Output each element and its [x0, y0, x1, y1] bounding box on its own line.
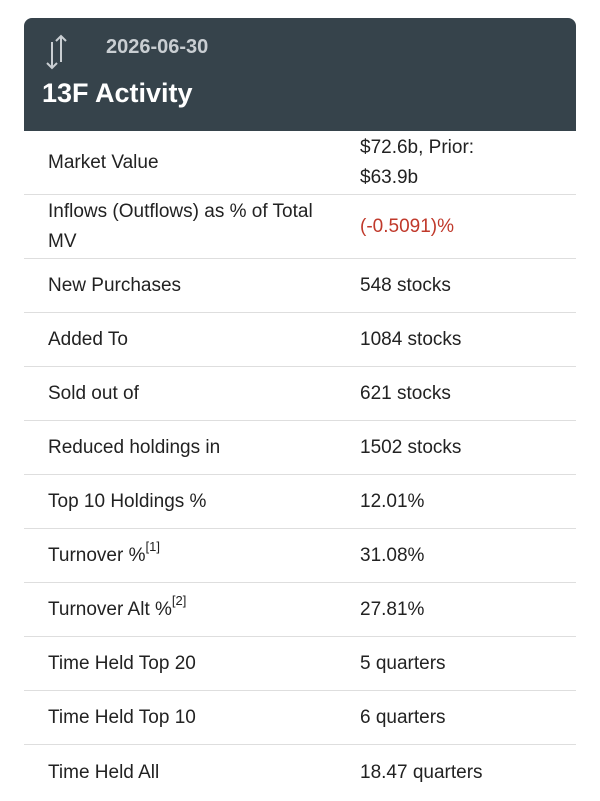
sort-icon: [46, 34, 67, 70]
activity-card: 2026-06-30 13F Activity Market Value $72.…: [24, 18, 576, 801]
row-label-cell: Added To: [24, 325, 360, 355]
row-label-cell: Turnover %[1]: [24, 539, 360, 571]
table-row: New Purchases 548 stocks: [24, 259, 576, 313]
row-label: Inflows (Outflows) as % of Total MV: [48, 200, 313, 252]
row-label: Time Held Top 10: [48, 706, 196, 728]
row-label-cell: Time Held All: [24, 758, 360, 788]
row-label-cell: Market Value: [24, 148, 360, 178]
row-label-cell: Top 10 Holdings %: [24, 487, 360, 517]
footnote-ref: [2]: [171, 593, 187, 609]
table-row: Added To 1084 stocks: [24, 313, 576, 367]
row-label-cell: Time Held Top 20: [24, 649, 360, 679]
table-row: Turnover Alt %[2] 27.81%: [24, 583, 576, 637]
table-row: Inflows (Outflows) as % of Total MV (-0.5…: [24, 195, 576, 259]
table-row: Sold out of 621 stocks: [24, 367, 576, 421]
table-row: Time Held Top 10 6 quarters: [24, 691, 576, 745]
row-label-cell: Turnover Alt %[2]: [24, 593, 360, 625]
row-value: 6 quarters: [360, 706, 446, 728]
row-value: 1502 stocks: [360, 436, 462, 458]
row-label: Time Held Top 20: [48, 652, 196, 674]
report-date: 2026-06-30: [106, 36, 209, 58]
row-label: Turnover Alt %: [48, 598, 172, 620]
row-value: 27.81%: [360, 598, 425, 620]
row-value: 5 quarters: [360, 652, 446, 674]
row-label-cell: Inflows (Outflows) as % of Total MV: [24, 197, 360, 257]
footnote-ref: [1]: [145, 539, 160, 555]
table-row: Reduced holdings in 1502 stocks: [24, 421, 576, 475]
card-title: 13F Activity: [42, 78, 193, 108]
row-label: Top 10 Holdings %: [48, 490, 207, 512]
row-value: 12.01%: [360, 490, 425, 512]
row-value: 548 stocks: [360, 274, 451, 296]
row-value: 31.08%: [360, 544, 425, 566]
row-value: 18.47 quarters: [360, 762, 483, 783]
card-header: 2026-06-30 13F Activity: [24, 18, 576, 131]
row-label-cell: Reduced holdings in: [24, 433, 360, 463]
table-row: Time Held Top 20 5 quarters: [24, 637, 576, 691]
row-label: Market Value: [48, 151, 159, 173]
table-row: Time Held All 18.47 quarters: [24, 745, 576, 801]
table-row: Market Value $72.6b, Prior: $63.9b: [24, 131, 576, 195]
row-label-cell: New Purchases: [24, 271, 360, 301]
table-row: Turnover %[1] 31.08%: [24, 529, 576, 583]
row-label-cell: Sold out of: [24, 379, 360, 409]
row-label: Added To: [48, 328, 128, 350]
row-label: Sold out of: [48, 382, 139, 404]
table-row: Top 10 Holdings % 12.01%: [24, 475, 576, 529]
activity-table: Market Value $72.6b, Prior: $63.9b Inflows…: [24, 131, 576, 801]
row-value: 621 stocks: [360, 382, 451, 404]
row-label-cell: Time Held Top 10: [24, 703, 360, 733]
row-value: 1084 stocks: [360, 328, 462, 350]
row-label: Reduced holdings in: [48, 436, 221, 458]
row-value: (-0.5091)%: [360, 215, 454, 237]
row-value: $72.6b, Prior: $63.9b: [360, 136, 475, 188]
row-label: Turnover %: [48, 544, 146, 566]
row-label: New Purchases: [48, 274, 182, 296]
row-label: Time Held All: [48, 762, 160, 783]
